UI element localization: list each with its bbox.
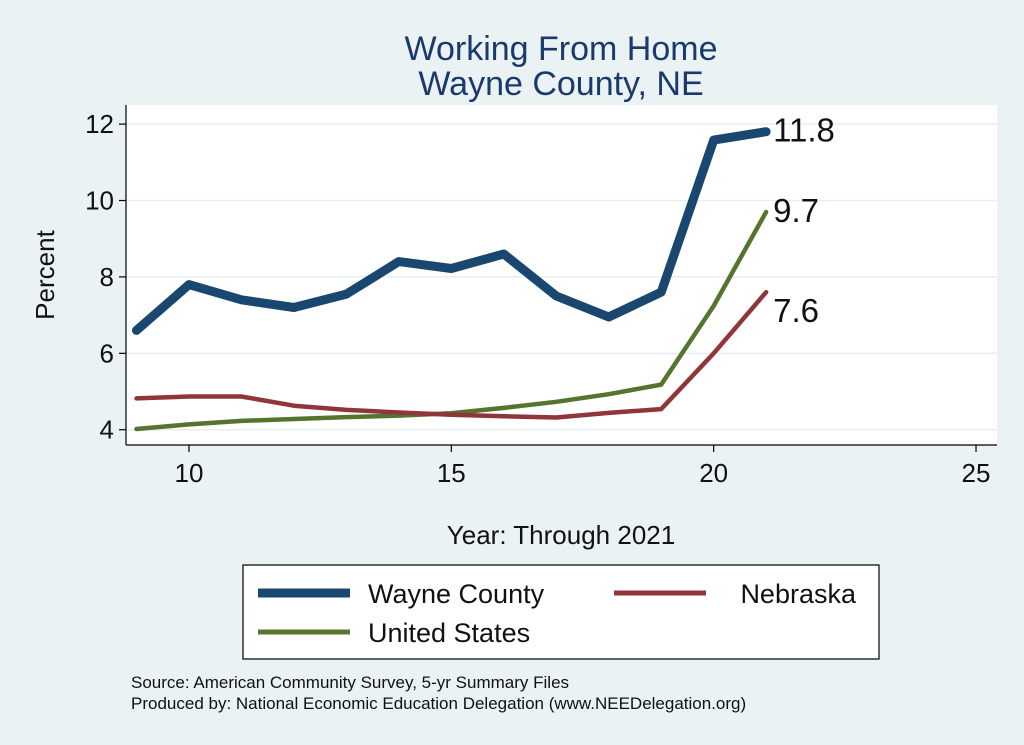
- series-line-nebraska: [134, 289, 769, 420]
- gridlines: [126, 123, 997, 431]
- chart-title: Working From Home: [405, 30, 718, 68]
- end-label-wayne-county: 11.8: [773, 112, 835, 149]
- legend-label-wayne-county: Wayne County: [368, 579, 545, 609]
- source-note: Source: American Community Survey, 5-yr …: [131, 673, 569, 692]
- x-axis-title: Year: Through 2021: [447, 520, 675, 550]
- end-labels: 11.8 7.6 9.7: [773, 112, 835, 329]
- producer-note: Produced by: National Economic Education…: [131, 694, 746, 713]
- y-tick-label: 4: [100, 415, 114, 445]
- chart-subtitle: Wayne County, NE: [418, 65, 703, 103]
- legend-label-united-states: United States: [368, 618, 530, 648]
- x-tick-label: 15: [437, 458, 466, 488]
- end-label-united-states: 9.7: [773, 192, 819, 229]
- end-label-nebraska: 7.6: [773, 292, 819, 329]
- legend-label-nebraska: Nebraska: [740, 579, 857, 609]
- y-axis-title: Percent: [30, 229, 60, 319]
- y-tick-label: 6: [100, 338, 114, 368]
- y-tick-label: 8: [100, 262, 114, 292]
- x-tick-label: 20: [699, 458, 728, 488]
- y-tick-label: 12: [85, 109, 114, 139]
- x-tick-label: 10: [175, 458, 204, 488]
- plot-area: [126, 105, 997, 445]
- x-tick-label: 25: [962, 458, 991, 488]
- series-lines: [132, 127, 771, 432]
- legend: Wayne County Nebraska United States: [242, 564, 880, 660]
- y-tick-label: 10: [85, 186, 114, 216]
- x-axis-ticks: 10 15 20 25: [175, 445, 991, 488]
- legend-box: [242, 564, 880, 660]
- y-axis-ticks: 4 6 8 10 12: [85, 109, 126, 445]
- series-line-wayne-county: [132, 127, 771, 335]
